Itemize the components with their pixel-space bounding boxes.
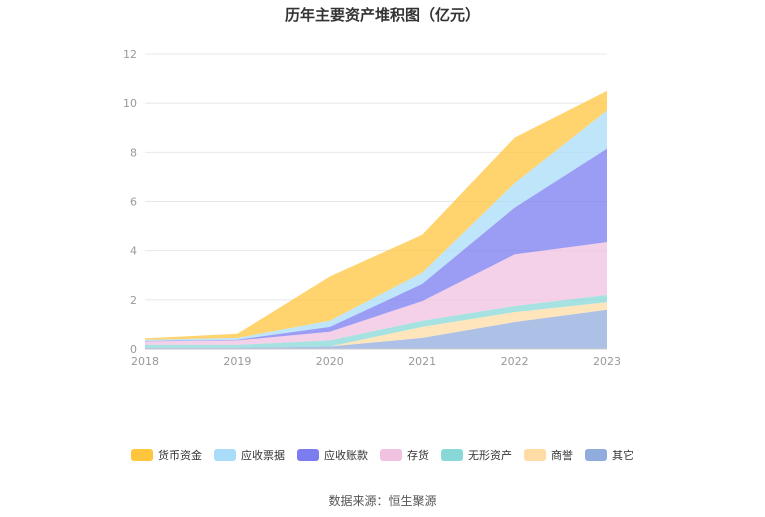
legend-label: 应收票据 (241, 449, 285, 462)
y-tick-label: 2 (130, 294, 137, 307)
area-series (145, 90, 607, 349)
legend-swatch (585, 449, 607, 461)
stacked-area-chart: 0 2 4 6 8 10 12 2018 2019 2020 2021 2022 2023 (123, 48, 621, 368)
area-商誉[interactable] (145, 302, 607, 348)
legend-label: 货币资金 (158, 449, 202, 462)
axes: 0 2 4 6 8 10 12 2018 2019 2020 2021 2022 2023 (123, 48, 621, 368)
legend-item[interactable]: 货币资金 (131, 447, 202, 463)
legend-item[interactable]: 无形资产 (441, 447, 512, 463)
legend-swatch (524, 449, 546, 461)
area-应收账款[interactable] (145, 148, 607, 342)
y-tick-label: 12 (123, 48, 137, 61)
legend-label: 商誉 (551, 449, 573, 462)
x-tick-label: 2020 (316, 355, 344, 368)
legend-swatch (131, 449, 153, 461)
x-tick-label: 2019 (223, 355, 251, 368)
y-tick-label: 8 (130, 146, 137, 159)
x-tick-label: 2023 (593, 355, 621, 368)
legend-label: 其它 (612, 449, 634, 462)
legend-item[interactable]: 其它 (585, 447, 634, 463)
legend-item[interactable]: 应收票据 (214, 447, 285, 463)
legend-swatch (380, 449, 402, 461)
y-tick-label: 0 (130, 343, 137, 356)
chart-title: 历年主要资产堆积图（亿元） (284, 6, 480, 24)
legend-item[interactable]: 商誉 (524, 447, 573, 463)
x-tick-label: 2018 (131, 355, 159, 368)
legend-label: 应收账款 (324, 449, 368, 462)
data-source-note: 数据来源：恒生聚源 (328, 494, 437, 508)
legend-swatch (297, 449, 319, 461)
legend-swatch (214, 449, 236, 461)
legend-item[interactable]: 存货 (380, 447, 429, 463)
area-货币资金[interactable] (145, 90, 607, 340)
x-tick-label: 2021 (408, 355, 436, 368)
legend-label: 无形资产 (468, 449, 512, 462)
y-tick-label: 4 (130, 245, 137, 258)
y-tick-label: 6 (130, 196, 137, 209)
legend-swatch (441, 449, 463, 461)
area-其它[interactable] (145, 309, 607, 349)
y-tick-label: 10 (123, 97, 137, 110)
area-存货[interactable] (145, 242, 607, 345)
x-tick-label: 2022 (501, 355, 529, 368)
legend-item[interactable]: 应收账款 (297, 447, 368, 463)
legend-label: 存货 (407, 449, 429, 462)
legend: 货币资金 应收票据 应收账款 存货 无形资产 商誉 其它 (0, 447, 765, 463)
